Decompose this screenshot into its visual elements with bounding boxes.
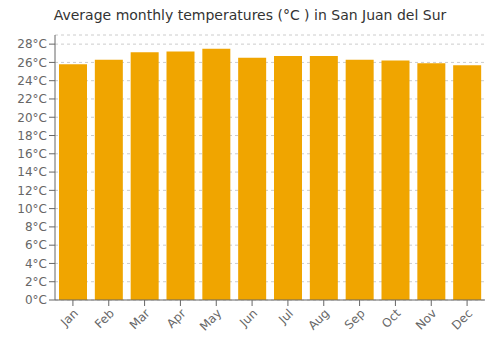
svg-text:2°C: 2°C: [25, 275, 47, 289]
svg-text:Dec: Dec: [449, 306, 475, 332]
svg-text:6°C: 6°C: [25, 238, 47, 252]
svg-text:12°C: 12°C: [17, 184, 47, 198]
html-text:Average monthly temperatures (: Average monthly temperatures (°C ) in Sa…: [53, 7, 447, 23]
svg-text:Oct: Oct: [379, 306, 404, 331]
svg-text:8°C: 8°C: [25, 220, 47, 234]
svg-text:Aug: Aug: [305, 306, 331, 332]
svg-text:22°C: 22°C: [17, 92, 47, 106]
svg-text:28°C: 28°C: [17, 37, 47, 51]
svg-text:Apr: Apr: [164, 306, 189, 331]
svg-text:18°C: 18°C: [17, 129, 47, 143]
svg-text:14°C: 14°C: [17, 165, 47, 179]
svg-text:Jan: Jan: [57, 306, 81, 330]
svg-text:26°C: 26°C: [17, 56, 47, 70]
svg-text:Feb: Feb: [92, 306, 117, 331]
svg-text:4°C: 4°C: [25, 257, 47, 271]
svg-text:Jun: Jun: [236, 306, 260, 330]
svg-text:Nov: Nov: [413, 306, 439, 332]
svg-text:Mar: Mar: [127, 306, 153, 332]
svg-text:May: May: [197, 306, 224, 333]
svg-text:Jul: Jul: [275, 306, 296, 327]
svg-text:16°C: 16°C: [17, 147, 47, 161]
svg-text:24°C: 24°C: [17, 74, 47, 88]
svg-text:10°C: 10°C: [17, 202, 47, 216]
svg-text:0°C: 0°C: [25, 293, 47, 307]
svg-text:Sep: Sep: [342, 306, 368, 332]
svg-text:20°C: 20°C: [17, 111, 47, 125]
